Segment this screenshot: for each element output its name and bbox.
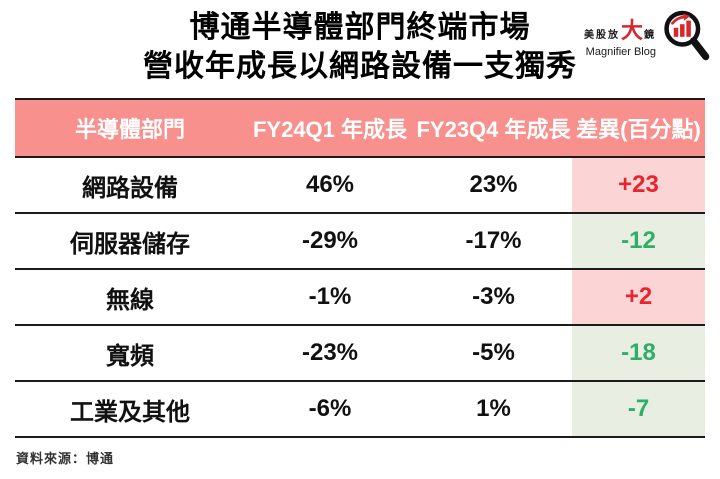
segment-label: 伺服器儲存	[70, 230, 190, 258]
header-diff: 差異(百分點)	[576, 117, 701, 142]
fy23q4-value: -5%	[472, 339, 515, 366]
brand-zh-prefix: 美股放	[583, 29, 620, 41]
brand-zh-highlight: 大	[620, 17, 643, 43]
fy23q4-value: 23%	[469, 171, 518, 198]
diff-value: +2	[572, 270, 705, 324]
magnifier-bar-chart-icon	[664, 10, 710, 61]
fy24q1-value: -6%	[308, 395, 352, 422]
fy24q1-value: -1%	[308, 283, 352, 310]
segment-label: 寬頻	[106, 342, 154, 370]
brand-logo: 美股放 大 鏡 Magnifier Blog	[584, 6, 712, 64]
fy24q1-value: 46%	[305, 171, 355, 198]
table-row: 無線 -1% -3% +2	[15, 270, 705, 326]
header-segment: 半導體部門	[74, 117, 185, 142]
title-line-2: 營收年成長以網路設備一支獨秀	[143, 50, 577, 83]
brand-logo-text: 美股放 大 鏡 Magnifier Blog	[584, 13, 656, 58]
diff-value: -18	[572, 326, 705, 380]
segment-label: 無線	[106, 286, 154, 314]
data-source-note: 資料來源：博通	[16, 451, 115, 466]
fy24q1-value: -29%	[301, 227, 359, 254]
brand-zh-suffix: 鏡	[644, 29, 656, 41]
growth-table: 半導體部門 FY24Q1 年成長 FY23Q4 年成長 差異(百分點) 網路設備…	[15, 98, 705, 438]
table-row: 工業及其他 -6% 1% -7	[15, 382, 705, 438]
table-row: 網路設備 46% 23% +23	[15, 158, 705, 214]
fy23q4-value: -3%	[472, 283, 515, 310]
brand-name-zh: 美股放 大 鏡	[584, 13, 656, 45]
header-fy24q1: FY24Q1 年成長	[252, 117, 408, 142]
diff-value: -7	[572, 382, 705, 436]
fy23q4-value: 1%	[476, 395, 511, 422]
segment-label: 網路設備	[82, 174, 178, 202]
page-title: 博通半導體部門終端市場 營收年成長以網路設備一支獨秀	[0, 8, 720, 86]
brand-name-en: Magnifier Blog	[585, 45, 656, 58]
table-row: 寬頻 -23% -5% -18	[15, 326, 705, 382]
fy24q1-value: -23%	[301, 339, 359, 366]
table-header-row: 半導體部門 FY24Q1 年成長 FY23Q4 年成長 差異(百分點)	[15, 100, 705, 158]
header-fy23q4: FY23Q4 年成長	[416, 117, 571, 142]
table-row: 伺服器儲存 -29% -17% -12	[15, 214, 705, 270]
segment-label: 工業及其他	[70, 398, 190, 426]
fy23q4-value: -17%	[465, 227, 522, 254]
diff-value: +23	[572, 158, 705, 212]
title-line-1: 博通半導體部門終端市場	[189, 11, 531, 44]
diff-value: -12	[572, 214, 705, 268]
